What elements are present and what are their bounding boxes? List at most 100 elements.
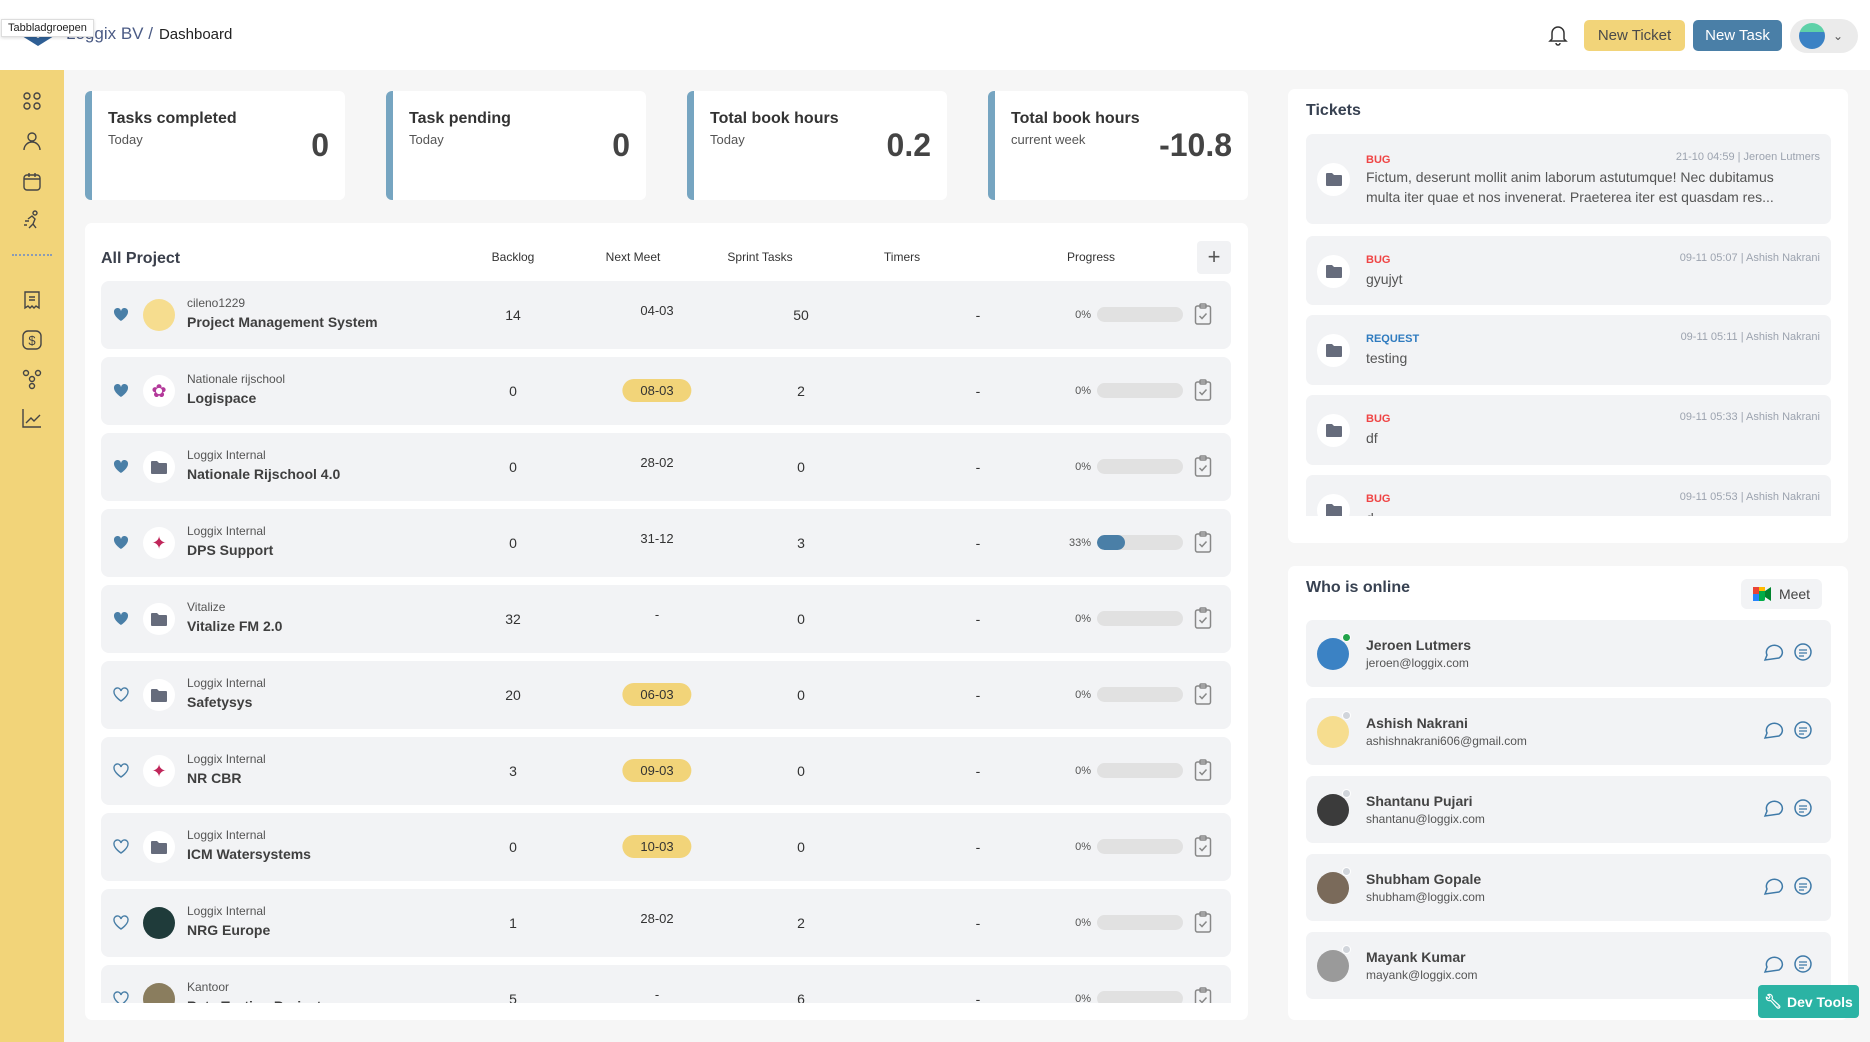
clipboard-check-icon[interactable] [1194,682,1212,706]
col-backlog: Backlog [491,250,535,264]
heart-icon[interactable] [113,307,129,322]
call-chat-icon[interactable] [1762,954,1784,974]
clipboard-check-icon[interactable] [1194,606,1212,630]
heart-icon[interactable] [113,535,129,550]
message-icon[interactable] [1793,798,1813,818]
project-org: cileno1229 [187,296,246,310]
call-chat-icon[interactable] [1762,798,1784,818]
table-row[interactable]: cileno1229 Project Management System 14 … [101,281,1231,349]
heart-icon[interactable] [113,763,129,778]
project-name[interactable]: Logispace [187,390,257,406]
status-dot [1342,633,1351,642]
progress-bar [1097,915,1183,930]
clipboard-check-icon[interactable] [1194,758,1212,782]
project-name[interactable]: Vitalize FM 2.0 [187,618,283,634]
progress-bar [1097,839,1183,854]
table-row[interactable]: ✦ Loggix Internal NR CBR 3 09-03 0 - 0% [101,737,1231,805]
project-name[interactable]: Project Management System [187,314,378,330]
ticket-text: testing [1366,350,1408,366]
ticket-item[interactable]: BUG 21-10 04:59 | Jeroen Lutmers Fictum,… [1306,134,1831,224]
message-icon[interactable] [1793,876,1813,896]
heart-icon[interactable] [113,915,129,930]
ticket-meta: 09-11 05:53 | Ashish Nakrani [1679,491,1820,503]
sprint-task-count: 2 [797,383,805,399]
folder-icon [1317,494,1350,516]
ticket-type: BUG [1366,493,1391,505]
project-avatar [143,679,175,711]
heart-icon[interactable] [113,991,129,1003]
call-chat-icon[interactable] [1762,642,1784,662]
new-ticket-button[interactable]: New Ticket [1584,20,1685,51]
call-chat-icon[interactable] [1762,876,1784,896]
project-name[interactable]: Beta Testing Project [187,998,321,1003]
ticket-list[interactable]: BUG 21-10 04:59 | Jeroen Lutmers Fictum,… [1306,134,1831,516]
online-user[interactable]: Mayank Kumar mayank@loggix.com [1306,932,1831,999]
message-icon[interactable] [1793,642,1813,662]
table-row[interactable]: ✿ Nationale rijschool Logispace 0 08-03 … [101,357,1231,425]
ticket-item[interactable]: BUG 09-11 05:33 | Ashish Nakrani df [1306,395,1831,465]
heart-icon[interactable] [113,687,129,702]
user-email: shantanu@loggix.com [1366,812,1485,826]
project-name[interactable]: NR CBR [187,770,242,786]
stat-subtitle: current week [1011,132,1086,147]
chevron-down-icon: ⌄ [1833,29,1844,43]
ticket-item[interactable]: REQUEST 09-11 05:11 | Ashish Nakrani tes… [1306,315,1831,385]
project-name[interactable]: Nationale Rijschool 4.0 [187,466,341,482]
running-icon[interactable] [20,209,44,233]
clipboard-check-icon[interactable] [1194,986,1212,1003]
ticket-item[interactable]: BUG 09-11 05:07 | Ashish Nakrani gyujyt [1306,236,1831,305]
heart-icon[interactable] [113,459,129,474]
project-name[interactable]: ICM Watersystems [187,846,311,862]
sprint-task-count: 0 [797,611,805,627]
meet-button[interactable]: Meet [1741,579,1822,609]
heart-icon[interactable] [113,839,129,854]
online-user[interactable]: Ashish Nakrani ashishnakrani606@gmail.co… [1306,698,1831,765]
dollar-icon[interactable]: $ [20,328,44,352]
calendar-icon[interactable] [20,170,44,194]
clipboard-check-icon[interactable] [1194,834,1212,858]
heart-icon[interactable] [113,611,129,626]
table-row[interactable]: Loggix Internal Safetysys 20 06-03 0 - 0… [101,661,1231,729]
online-user[interactable]: Jeroen Lutmers jeroen@loggix.com [1306,620,1831,687]
add-project-button[interactable]: + [1197,241,1231,274]
table-row[interactable]: Kantoor Beta Testing Project 5 - 6 - 0% [101,965,1231,1003]
clipboard-check-icon[interactable] [1194,910,1212,934]
clipboard-check-icon[interactable] [1194,454,1212,478]
online-user[interactable]: Shantanu Pujari shantanu@loggix.com [1306,776,1831,843]
timers-value: - [975,535,981,551]
project-name[interactable]: NRG Europe [187,922,271,938]
user-icon[interactable] [20,129,44,153]
dev-tools-button[interactable]: 🔧︎ Dev Tools [1758,985,1859,1018]
message-icon[interactable] [1793,720,1813,740]
heart-icon[interactable] [113,383,129,398]
user-menu[interactable]: ⌄ [1790,19,1858,53]
progress-percent: 0% [1075,689,1091,701]
user-email: jeroen@loggix.com [1366,656,1469,670]
table-row[interactable]: Loggix Internal ICM Watersystems 0 10-03… [101,813,1231,881]
project-name[interactable]: DPS Support [187,542,274,558]
team-icon[interactable] [20,367,44,391]
progress-percent: 0% [1075,993,1091,1003]
table-row[interactable]: Vitalize Vitalize FM 2.0 32 - 0 - 0% [101,585,1231,653]
clipboard-check-icon[interactable] [1194,378,1212,402]
clipboard-check-icon[interactable] [1194,302,1212,326]
table-row[interactable]: ✦ Loggix Internal DPS Support 0 31-12 3 … [101,509,1231,577]
sidebar: $ [0,70,64,1042]
table-row[interactable]: Loggix Internal NRG Europe 1 28-02 2 - 0… [101,889,1231,957]
grid-icon[interactable] [20,89,44,113]
ticket-text: gyujyt [1366,271,1403,287]
table-row[interactable]: Loggix Internal Nationale Rijschool 4.0 … [101,433,1231,501]
new-task-button[interactable]: New Task [1693,20,1782,51]
call-chat-icon[interactable] [1762,720,1784,740]
online-user[interactable]: Shubham Gopale shubham@loggix.com [1306,854,1831,921]
stat-value: 0 [612,127,630,163]
clipboard-check-icon[interactable] [1194,530,1212,554]
bell-icon[interactable] [1548,24,1568,46]
stat-title: Total book hours [710,110,839,127]
progress-bar [1097,763,1183,778]
message-icon[interactable] [1793,954,1813,974]
chart-line-icon[interactable] [20,406,44,430]
receipt-icon[interactable] [20,288,44,312]
project-name[interactable]: Safetysys [187,694,253,710]
ticket-item[interactable]: BUG 09-11 05:53 | Ashish Nakrani d [1306,475,1831,516]
